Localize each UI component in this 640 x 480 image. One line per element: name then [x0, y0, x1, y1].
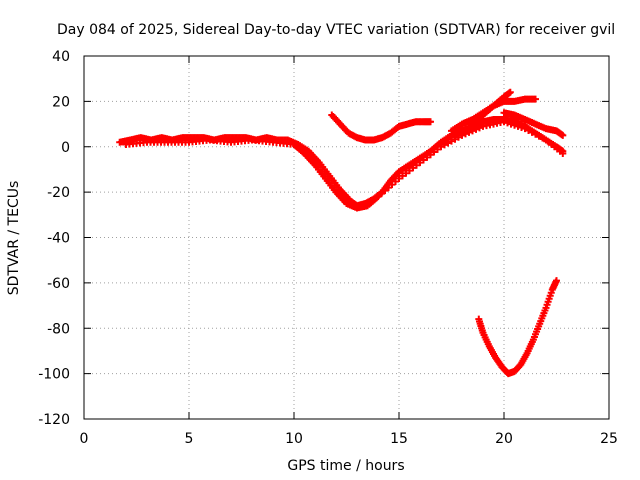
- data-point: [553, 277, 560, 285]
- y-tick-label: 40: [52, 49, 70, 65]
- data-point: [514, 122, 522, 130]
- data-point: [511, 121, 518, 129]
- x-tick-label: 15: [390, 431, 408, 447]
- y-ticks: 40 20 0 -20 -40 -60 -80 -100 -120: [38, 49, 609, 428]
- data-point: [427, 118, 434, 126]
- x-tick-label: 0: [80, 431, 89, 447]
- series-5: [500, 109, 567, 139]
- y-tick-label: 0: [61, 140, 70, 156]
- x-tick-label: 10: [285, 431, 303, 447]
- x-ticks: 0 5 10 15 20 25: [80, 56, 618, 447]
- series-2: [328, 111, 434, 144]
- data-point: [559, 131, 567, 139]
- data-marks: [116, 88, 567, 378]
- y-tick-label: -100: [38, 367, 70, 383]
- y-axis-label: SDTVAR / TECUs: [6, 181, 22, 296]
- data-point: [559, 150, 567, 158]
- data-point: [506, 88, 514, 96]
- x-axis-label: GPS time / hours: [287, 458, 404, 474]
- data-point: [532, 95, 539, 103]
- chart-title: Day 084 of 2025, Sidereal Day-to-day VTE…: [57, 22, 615, 38]
- series-1: [122, 118, 567, 212]
- y-tick-label: -40: [47, 231, 70, 247]
- grid: [84, 56, 609, 419]
- y-tick-label: 20: [52, 94, 70, 110]
- data-point: [504, 119, 511, 127]
- series-6: [475, 277, 560, 378]
- series-4: [469, 88, 514, 128]
- data-point: [500, 118, 508, 126]
- x-tick-label: 20: [495, 431, 513, 447]
- y-tick-label: -60: [47, 276, 70, 292]
- y-tick-label: -20: [47, 185, 70, 201]
- y-tick-label: -80: [47, 321, 70, 337]
- x-tick-label: 25: [600, 431, 618, 447]
- x-tick-label: 5: [185, 431, 194, 447]
- data-point: [507, 120, 515, 128]
- data-point: [518, 123, 525, 131]
- y-tick-label: -120: [38, 412, 70, 428]
- plot-frame: [83, 55, 610, 420]
